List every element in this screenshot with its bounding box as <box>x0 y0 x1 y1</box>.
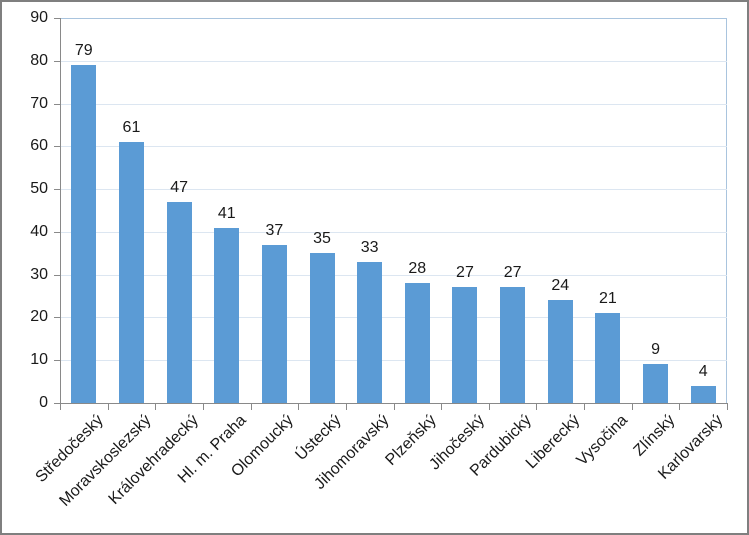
x-axis-tick <box>727 404 728 410</box>
y-axis-tick <box>54 403 60 404</box>
bar <box>595 313 621 403</box>
gridline <box>61 189 727 191</box>
y-axis-tick <box>54 231 60 233</box>
bar <box>452 287 478 403</box>
y-axis-tick <box>54 60 60 62</box>
x-axis-tick <box>107 404 109 410</box>
bar-value-label: 24 <box>551 277 570 294</box>
bar-value-label: 28 <box>408 260 427 277</box>
bar-value-label: 37 <box>265 222 284 239</box>
bar <box>71 65 97 403</box>
gridline <box>61 274 727 276</box>
y-axis-tick <box>54 103 60 105</box>
plot-area <box>60 18 727 403</box>
bar <box>166 202 192 403</box>
x-axis-tick <box>60 404 61 410</box>
y-axis-tick-label: 60 <box>30 137 48 155</box>
y-axis-tick-label: 50 <box>30 180 48 198</box>
y-axis-line <box>60 18 61 403</box>
y-axis-tick-label: 90 <box>30 9 48 26</box>
bar <box>690 386 716 403</box>
y-axis-tick <box>54 18 60 19</box>
y-axis-tick-label: 80 <box>30 51 48 69</box>
x-axis-tick <box>488 404 490 410</box>
y-axis-tick-label: 10 <box>30 351 48 369</box>
x-axis-tick <box>250 404 252 410</box>
bar-value-label: 79 <box>74 42 93 59</box>
y-axis-tick-label: 20 <box>30 308 48 326</box>
bar <box>500 287 526 403</box>
gridline <box>61 60 727 62</box>
bar-value-label: 21 <box>598 290 617 307</box>
bar-value-label: 27 <box>456 264 474 281</box>
bar <box>118 142 144 403</box>
x-axis-category-label: Vysočina <box>573 411 631 470</box>
gridline <box>61 231 727 233</box>
x-axis-tick <box>679 404 681 410</box>
y-axis-tick <box>54 146 60 148</box>
x-axis-tick <box>441 404 443 410</box>
bar <box>214 228 240 403</box>
y-axis-tick <box>54 274 60 276</box>
bar-value-label: 9 <box>651 341 660 358</box>
gridline <box>61 360 727 362</box>
bar-value-label: 27 <box>503 264 522 281</box>
bar <box>309 253 335 403</box>
y-axis-tick-label: 30 <box>30 265 48 283</box>
x-axis-tick <box>584 404 586 410</box>
bar <box>404 283 430 403</box>
bar-value-label: 41 <box>217 205 236 222</box>
gridline <box>61 146 727 148</box>
x-axis-tick <box>631 404 633 410</box>
x-axis-tick <box>536 404 538 410</box>
bar-value-label: 33 <box>360 239 379 256</box>
x-axis-tick <box>155 404 157 410</box>
gridline <box>61 103 727 105</box>
bar <box>547 300 573 403</box>
bar <box>261 245 287 403</box>
bar-value-label: 47 <box>170 179 188 196</box>
x-axis-line <box>60 403 728 404</box>
bar-value-label: 61 <box>122 119 141 136</box>
y-axis-tick-label: 40 <box>30 222 48 240</box>
y-axis-tick-label: 0 <box>39 394 48 411</box>
y-axis-tick <box>54 360 60 362</box>
y-axis-tick-label: 70 <box>30 94 48 112</box>
bar-value-label: 35 <box>313 230 331 247</box>
bar <box>643 364 669 403</box>
x-axis-tick <box>345 404 347 410</box>
bar-value-label: 4 <box>698 363 708 380</box>
x-axis-tick <box>298 404 300 410</box>
y-axis-tick <box>54 189 60 191</box>
x-axis-tick <box>202 404 204 410</box>
x-axis-tick <box>393 404 395 410</box>
gridline <box>61 317 727 319</box>
y-axis-tick <box>54 317 60 319</box>
bar <box>357 262 383 403</box>
